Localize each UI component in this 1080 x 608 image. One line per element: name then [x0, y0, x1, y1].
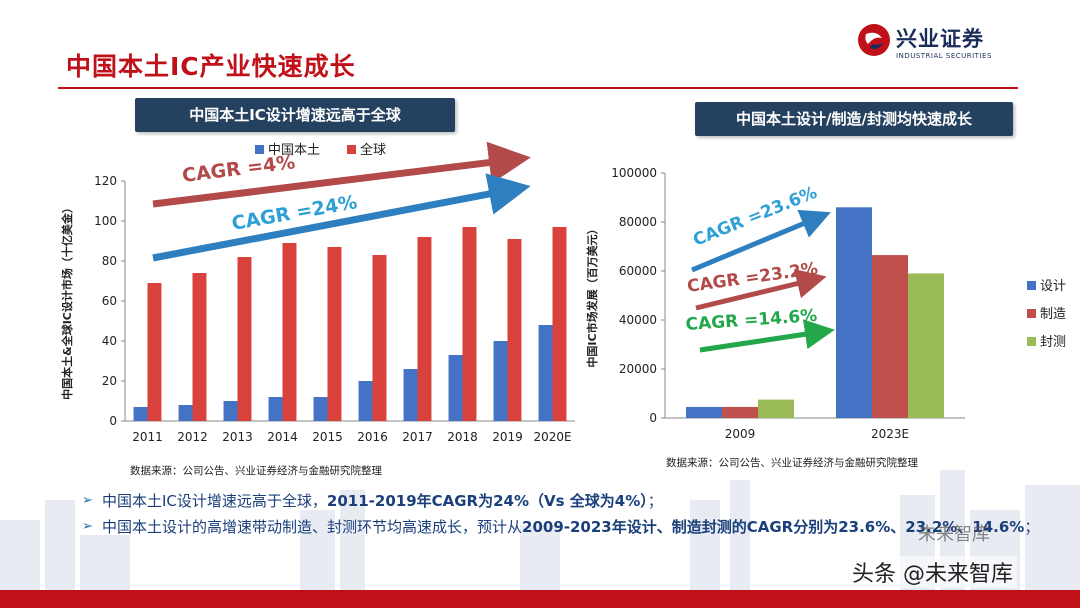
y-tick-label: 20: [102, 374, 117, 388]
legend-swatch: [1027, 337, 1036, 346]
bar-全球: [462, 227, 477, 421]
bar-封测: [908, 273, 944, 418]
y-tick-label: 120: [94, 174, 117, 188]
cagr-china-arrow: [152, 173, 531, 262]
bar-全球: [282, 243, 297, 421]
bullet-arrow-icon: ➢: [82, 493, 93, 508]
bar-全球: [327, 247, 342, 421]
legend-label: 封测: [1040, 335, 1066, 350]
right-source-note: 数据来源：公司公告、兴业证券经济与金融研究院整理: [666, 457, 918, 469]
bar-全球: [372, 255, 387, 421]
bar-设计: [686, 406, 722, 418]
bar-设计: [836, 207, 872, 418]
x-tick-label: 2017: [402, 430, 433, 444]
legend-swatch: [1027, 281, 1036, 290]
left-source-note: 数据来源：公司公告、兴业证券经济与金融研究院整理: [130, 465, 382, 477]
bullet-item: ➢ 中国本土设计的高增速带动制造、封测环节均高速成长，预计从2009-2023年…: [82, 518, 1040, 536]
legend-label: 设计: [1040, 279, 1066, 294]
bar-封测: [758, 399, 794, 418]
x-tick-label: 2016: [357, 430, 388, 444]
y-tick-label: 20000: [619, 362, 657, 376]
bar-全球: [507, 239, 522, 421]
right-panel-banner: 中国本土设计/制造/封测均快速成长: [695, 102, 1013, 136]
source-watermark: 头条 @未来智库: [848, 556, 1017, 588]
brand-name-cn: 兴业证券: [896, 26, 984, 51]
brand-logo: 兴业证券 INDUSTRIAL SECURITIES: [856, 20, 1031, 70]
page-title: 中国本土IC产业快速成长: [66, 52, 356, 81]
legend-label: 全球: [360, 142, 386, 158]
bullet-item: ➢ 中国本土IC设计增速远高于全球，2011-2019年CAGR为24%（Vs …: [82, 492, 663, 510]
wechat-watermark: 未来智库: [918, 524, 990, 545]
cagr-design-arrow: [691, 209, 831, 273]
x-tick-label: 2015: [312, 430, 343, 444]
bottom-bar: [0, 590, 1080, 608]
cagr-packaging-label: CAGR =14.6%: [685, 306, 818, 335]
bar-制造: [722, 406, 758, 418]
y-tick-label: 40: [102, 334, 117, 348]
bar-全球: [417, 237, 432, 421]
cagr-design-label: CAGR =23.6%: [690, 183, 820, 251]
x-tick-label: 2013: [222, 430, 253, 444]
bar-中国本土: [493, 341, 508, 421]
y-axis-title: 中国本土&全球IC设计市场（十亿美金）: [60, 202, 74, 400]
y-tick-label: 100000: [611, 166, 657, 180]
bullet-arrow-icon: ➢: [82, 519, 93, 534]
cagr-manufacture-arrow: [695, 268, 827, 311]
x-tick-label: 2011: [132, 430, 163, 444]
bar-全球: [552, 227, 567, 421]
y-tick-label: 60000: [619, 264, 657, 278]
bar-中国本土: [358, 381, 373, 421]
y-tick-label: 80000: [619, 215, 657, 229]
bar-全球: [192, 273, 207, 421]
x-tick-label: 2018: [447, 430, 478, 444]
bar-中国本土: [448, 355, 463, 421]
y-axis-title: 中国IC市场发展（百万美元）: [585, 223, 599, 367]
bar-全球: [147, 283, 162, 421]
right-bar-chart: 0 20000 40000 60000 80000 100000 中国IC市场发展（百万美元…: [585, 166, 1066, 441]
x-tick-label: 2009: [725, 427, 756, 441]
cagr-packaging-arrow: [699, 319, 835, 353]
bar-中国本土: [538, 325, 553, 421]
legend-label: 制造: [1040, 307, 1066, 322]
y-tick-label: 80: [102, 254, 117, 268]
bar-中国本土: [268, 397, 283, 421]
legend-swatch: [1027, 309, 1036, 318]
y-tick-label: 0: [109, 414, 117, 428]
legend-swatch: [255, 145, 264, 154]
brand-name-en: INDUSTRIAL SECURITIES: [896, 52, 992, 60]
y-tick-label: 0: [649, 411, 657, 425]
title-divider: [58, 87, 1018, 89]
y-tick-label: 100: [94, 214, 117, 228]
left-bar-chart: 0 20 40 60 80 100 120 中国本土&全球IC设计市场（十亿美金） 2011 20…: [60, 141, 575, 444]
legend-swatch: [347, 145, 356, 154]
bar-制造: [872, 255, 908, 418]
y-tick-label: 60: [102, 294, 117, 308]
x-tick-label: 2014: [267, 430, 298, 444]
bar-全球: [237, 257, 252, 421]
y-tick-label: 40000: [619, 313, 657, 327]
cagr-global-label: CAGR =4%: [181, 151, 297, 187]
company-logo-icon: [858, 24, 890, 56]
summary-bullets: ➢ 中国本土IC设计增速远高于全球，2011-2019年CAGR为24%（Vs …: [82, 490, 1042, 542]
x-tick-label: 2023E: [871, 427, 909, 441]
x-tick-label: 2019: [492, 430, 523, 444]
cagr-global-arrow: [152, 141, 531, 208]
bar-中国本土: [403, 369, 418, 421]
bar-中国本土: [313, 397, 328, 421]
legend-label: 中国本土: [268, 143, 320, 158]
bar-中国本土: [178, 405, 193, 421]
bar-中国本土: [223, 401, 238, 421]
x-tick-label: 2020E: [533, 430, 571, 444]
bar-中国本土: [133, 407, 148, 421]
x-tick-label: 2012: [177, 430, 208, 444]
left-panel-banner: 中国本土IC设计增速远高于全球: [135, 98, 455, 132]
